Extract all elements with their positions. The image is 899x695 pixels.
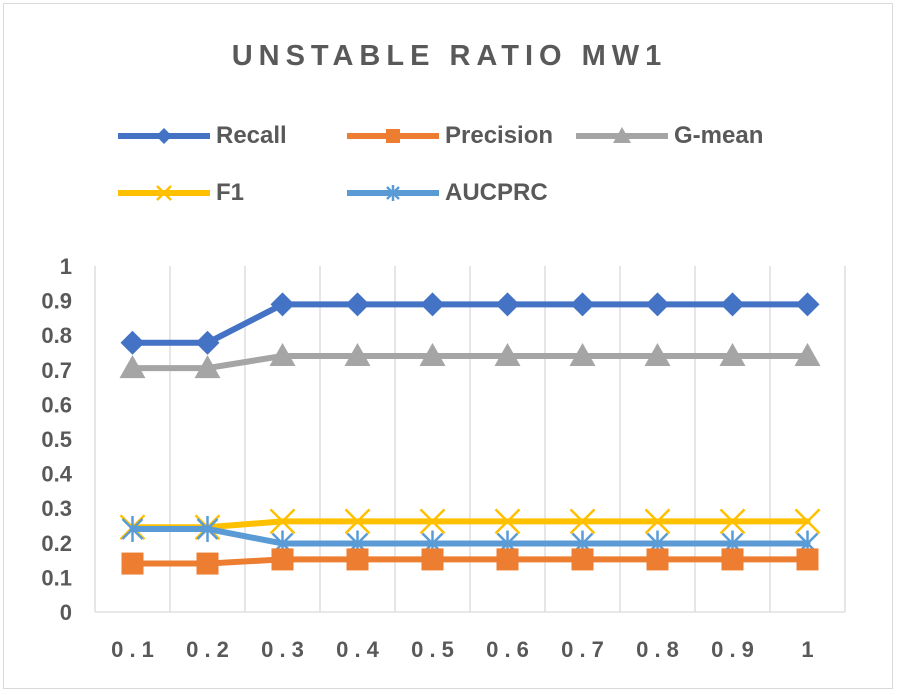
x-tick-label: 0 . 5 — [411, 637, 454, 662]
legend-recall-swatch — [118, 128, 210, 144]
series-line-f1 — [129, 518, 811, 531]
series-line-precision — [129, 556, 811, 567]
data-point-precision — [571, 548, 594, 571]
x-tick-label: 1 — [801, 637, 813, 662]
data-point-recall — [345, 292, 370, 317]
legend-item-recall: Recall — [116, 121, 287, 151]
data-point-precision — [196, 552, 219, 575]
x-tick-label: 0 . 2 — [186, 637, 229, 662]
data-point-g-mean — [569, 342, 596, 366]
y-tick-label: 0.7 — [41, 358, 72, 383]
legend-f1-swatch — [118, 185, 210, 201]
y-tick-label: 0.6 — [41, 392, 72, 417]
series-line-recall — [129, 301, 811, 346]
y-tick-label: 0.9 — [41, 289, 72, 314]
y-tick-label: 1 — [60, 254, 72, 279]
data-point-precision — [796, 548, 819, 571]
legend-gmean-swatch — [576, 127, 668, 143]
series-line-aucprc — [129, 525, 811, 547]
chart-frame — [3, 3, 893, 689]
data-point-precision — [646, 548, 669, 571]
data-point-recall — [495, 292, 520, 317]
legend-label-precision: Precision — [445, 122, 554, 149]
data-point-precision — [421, 548, 444, 571]
data-point-g-mean — [494, 342, 521, 366]
data-point-recall — [420, 292, 445, 317]
data-point-precision — [271, 548, 294, 571]
data-point-recall — [120, 330, 145, 355]
data-point-recall — [570, 292, 595, 317]
x-tick-label: 0 . 8 — [636, 637, 679, 662]
x-tick-label: 0 . 7 — [561, 637, 604, 662]
x-tick-label: 0 . 1 — [111, 637, 154, 662]
data-point-f1 — [344, 508, 371, 535]
y-tick-label: 0.5 — [41, 427, 72, 452]
data-point-g-mean — [719, 342, 746, 366]
legend-item-f1: F1 — [116, 178, 244, 208]
x-tick-label: 0 . 3 — [261, 637, 304, 662]
data-point-aucprc — [196, 515, 219, 542]
data-point-f1 — [719, 508, 746, 535]
data-point-precision — [496, 548, 519, 571]
data-point-recall — [195, 330, 220, 355]
data-point-precision — [721, 548, 744, 571]
legend-item-precision: Precision — [345, 121, 553, 151]
data-point-aucprc — [121, 515, 144, 542]
x-tick-label: 0 . 6 — [486, 637, 529, 662]
y-tick-label: 0 — [60, 600, 72, 625]
data-point-g-mean — [194, 355, 221, 379]
data-point-precision — [346, 548, 369, 571]
data-point-f1 — [494, 508, 521, 535]
data-point-g-mean — [344, 342, 371, 366]
data-point-f1 — [569, 508, 596, 535]
data-point-recall — [270, 292, 295, 317]
data-point-g-mean — [794, 342, 821, 366]
legend-label-gmean: G-mean — [674, 122, 764, 149]
data-point-g-mean — [419, 342, 446, 366]
legend-label-aucprc: AUCPRC — [445, 179, 548, 206]
legend-label-f1: F1 — [216, 179, 245, 206]
data-point-g-mean — [644, 342, 671, 366]
data-point-recall — [645, 292, 670, 317]
legend-item-aucprc: AUCPRC — [345, 178, 548, 208]
data-point-f1 — [419, 508, 446, 535]
series-line-g-mean — [129, 352, 811, 372]
legend-item-gmean: G-mean — [574, 121, 763, 151]
data-point-f1 — [269, 508, 296, 535]
data-point-f1 — [644, 508, 671, 535]
data-point-recall — [795, 292, 820, 317]
x-tick-label: 0 . 4 — [336, 637, 380, 662]
y-tick-label: 0.8 — [41, 323, 72, 348]
data-point-precision — [121, 552, 144, 575]
y-tick-label: 0.4 — [41, 462, 72, 487]
y-tick-label: 0.3 — [41, 496, 72, 521]
data-point-recall — [720, 292, 745, 317]
data-point-g-mean — [269, 342, 296, 366]
chart-title: UNSTABLE RATIO MW1 — [231, 40, 668, 72]
legend-precision-swatch — [347, 129, 439, 143]
y-tick-label: 0.1 — [41, 565, 72, 590]
legend-label-recall: Recall — [216, 122, 287, 149]
data-point-f1 — [794, 508, 821, 535]
x-tick-label: 0 . 9 — [711, 637, 754, 662]
y-tick-label: 0.2 — [41, 531, 72, 556]
legend-aucprc-swatch — [347, 185, 439, 201]
data-point-g-mean — [119, 355, 146, 379]
